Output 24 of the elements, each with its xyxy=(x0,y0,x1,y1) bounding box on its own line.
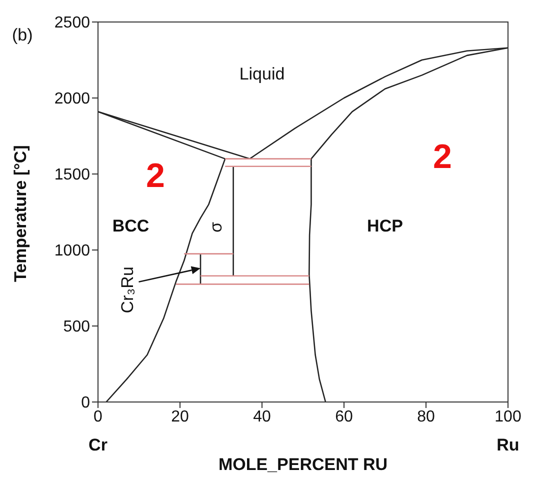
y-tick-label: 500 xyxy=(63,318,90,336)
annotation: Cr₃Ru xyxy=(118,266,138,314)
y-tick-label: 2000 xyxy=(54,90,90,108)
x-tick-label: 40 xyxy=(253,408,271,426)
y-tick-label: 2500 xyxy=(54,14,90,32)
y-tick-label: 1000 xyxy=(54,242,90,260)
annotation: σ xyxy=(206,221,226,232)
text: (b) xyxy=(12,25,33,44)
y-tick-label: 0 xyxy=(81,394,90,412)
annotation: 2 xyxy=(432,138,452,176)
x-tick-label: 0 xyxy=(94,408,103,426)
x-tick-label: 60 xyxy=(335,408,353,426)
text: Ru xyxy=(496,435,520,454)
text: Cr xyxy=(88,435,108,454)
annotation: 2 xyxy=(146,156,165,195)
x-tick-label: 20 xyxy=(171,408,189,426)
annotation: BCC xyxy=(112,216,150,236)
annotation: Liquid xyxy=(239,64,285,84)
y-tick-label: 1500 xyxy=(54,166,90,184)
x-axis-title: MOLE_PERCENT RU xyxy=(218,455,388,474)
annotation: HCP xyxy=(367,216,403,236)
x-tick-label: 80 xyxy=(417,408,435,426)
y-axis-title: Temperature [°C] xyxy=(11,145,30,282)
x-tick-label: 100 xyxy=(494,408,522,426)
